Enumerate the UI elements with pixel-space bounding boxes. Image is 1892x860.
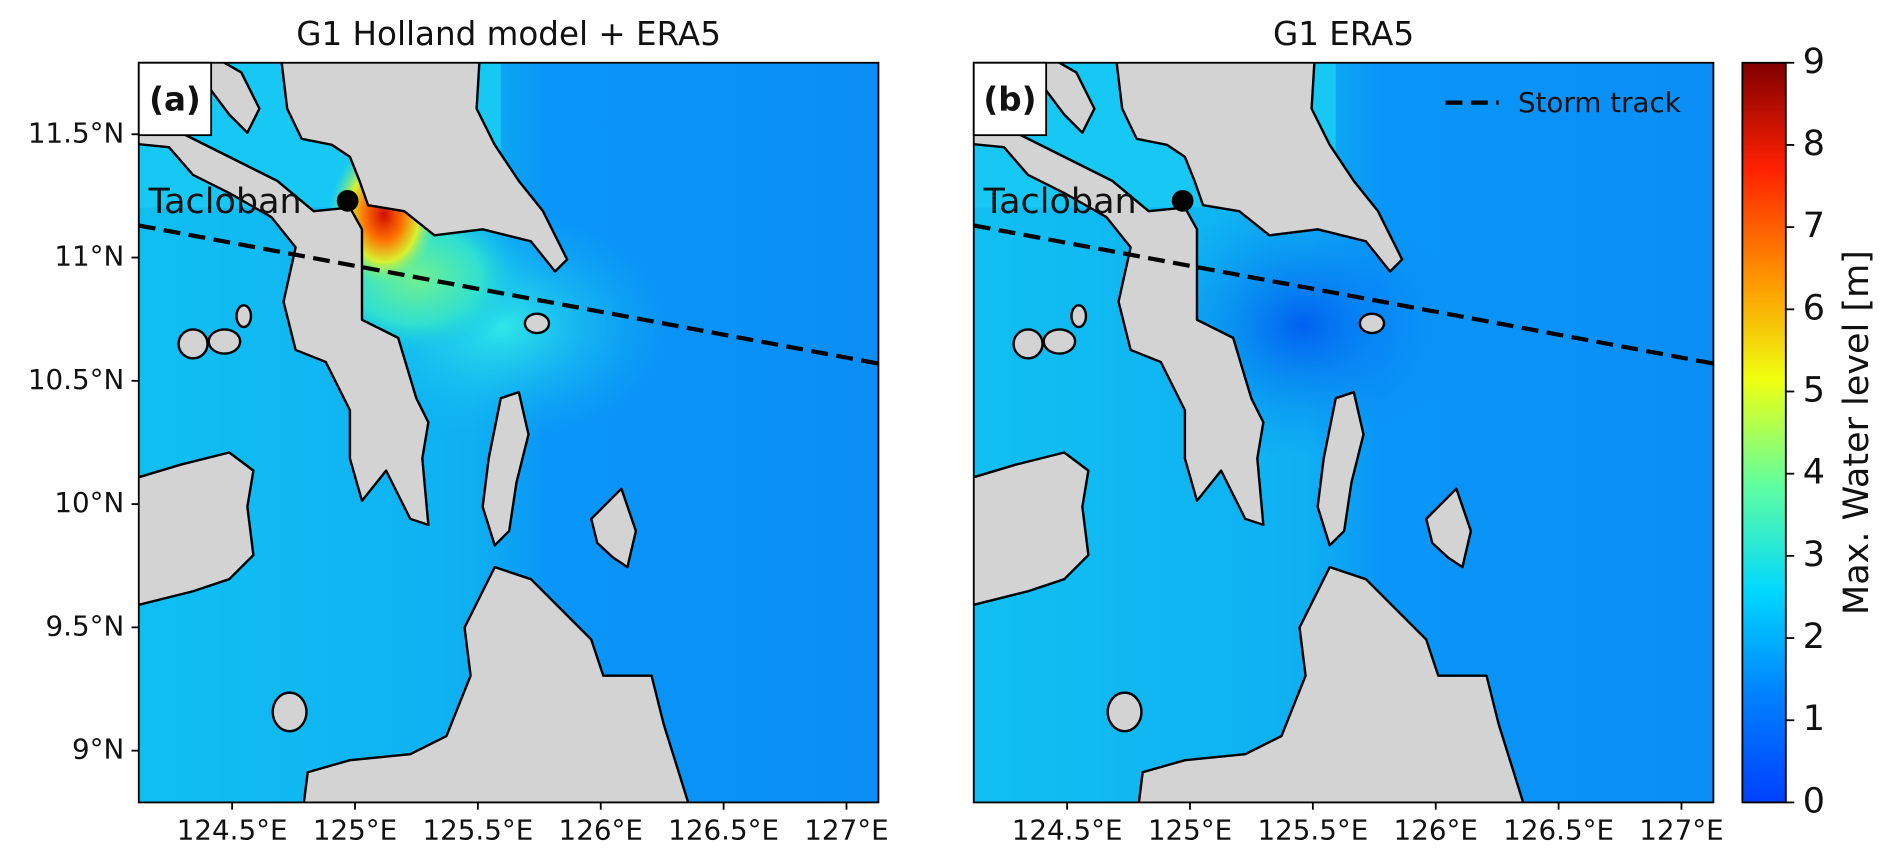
y-tick-label: 11.5°N (28, 116, 124, 149)
x-tick-label: 124.5°E (177, 813, 288, 846)
x-tick-label: 125°E (1148, 813, 1232, 846)
map-title: G1 ERA5 (1273, 15, 1414, 53)
colorbar-tick-label: 6 (1803, 288, 1825, 328)
colorbar-tick-label: 8 (1803, 124, 1825, 164)
map-a (138, 62, 879, 803)
city-marker (336, 189, 359, 212)
map-title: G1 Holland model + ERA5 (296, 15, 721, 53)
x-tick-label: 124.5°E (1012, 813, 1123, 846)
y-tick-label: 11°N (54, 240, 124, 273)
x-tick-label: 127°E (804, 813, 888, 846)
city-label: Tacloban (148, 182, 302, 222)
y-tick-label: 10°N (54, 486, 124, 519)
city-label: Tacloban (983, 182, 1137, 222)
colorbar-tick-label: 0 (1803, 781, 1825, 821)
x-tick-label: 125.5°E (1257, 813, 1368, 846)
colorbar-tick-label: 2 (1803, 617, 1825, 657)
panel-label: (b) (983, 80, 1036, 118)
y-tick-label: 9.5°N (46, 609, 125, 642)
y-tick-label: 9°N (72, 733, 124, 766)
colorbar-tick-label: 5 (1803, 371, 1825, 411)
map-frame (972, 61, 1715, 804)
x-tick-label: 126°E (559, 813, 643, 846)
colorbar-tick-label: 4 (1803, 453, 1825, 493)
x-tick-label: 126.5°E (1503, 813, 1614, 846)
x-tick-label: 125.5°E (422, 813, 533, 846)
city-marker (1171, 189, 1194, 212)
x-tick-label: 126.5°E (668, 813, 779, 846)
colorbar-tick-label: 3 (1803, 535, 1825, 575)
x-tick-label: 126°E (1394, 813, 1478, 846)
map-b (973, 62, 1714, 803)
colorbar-tick-label: 1 (1803, 699, 1825, 739)
panel-label-box (972, 61, 1048, 137)
map-frame (137, 61, 880, 804)
legend-label: Storm track (1518, 86, 1681, 119)
colorbar-tick-label: 7 (1803, 206, 1825, 246)
colorbar-label: Max. Water level [m] (1837, 250, 1877, 615)
y-tick-label: 10.5°N (28, 363, 124, 396)
x-tick-label: 127°E (1639, 813, 1723, 846)
panel-label-box (137, 61, 213, 137)
colorbar (1741, 61, 1787, 804)
x-tick-label: 125°E (313, 813, 397, 846)
panel-label: (a) (149, 80, 201, 118)
colorbar-tick-label: 9 (1803, 42, 1825, 82)
